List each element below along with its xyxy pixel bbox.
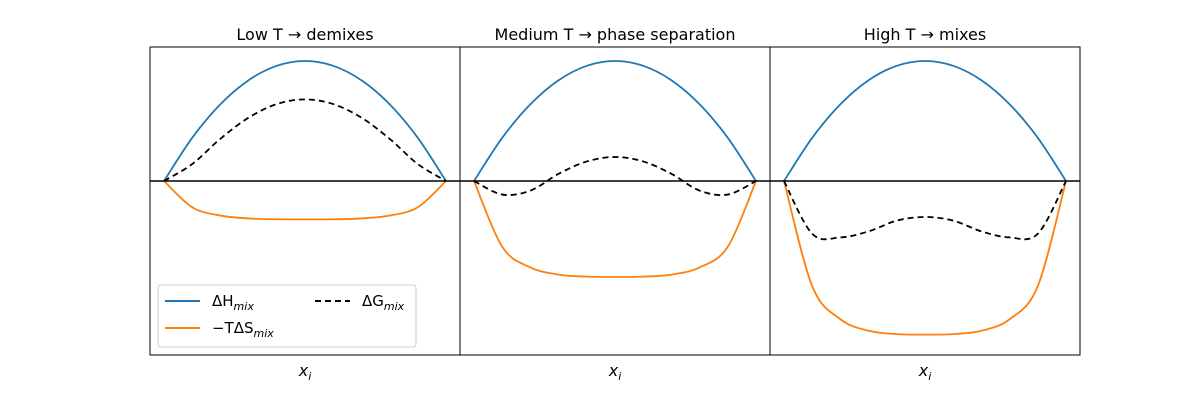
legend: ΔHmix −TΔSmix ΔGmix	[157, 284, 417, 348]
legend-entry-tds: −TΔSmix	[165, 319, 274, 340]
curve-minus-t-delta-s	[783, 180, 1067, 336]
legend-box	[157, 284, 417, 348]
x-axis-label: xi	[918, 361, 932, 383]
legend-entry-dg: ΔGmix	[315, 292, 405, 313]
legend-label-dg: ΔGmix	[362, 292, 405, 313]
x-axis-label: xi	[298, 361, 312, 383]
legend-entry-dh: ΔHmix	[165, 292, 254, 313]
curve-minus-t-delta-s	[163, 180, 447, 221]
legend-label-dh: ΔHmix	[212, 292, 254, 313]
x-axis-label: xi	[608, 361, 622, 383]
panel-title-high-t: High T → mixes	[864, 25, 986, 44]
panel-title-medium-t: Medium T → phase separation	[495, 25, 736, 44]
panel-high-t-curves	[783, 60, 1067, 336]
panel-frame	[769, 46, 1081, 356]
curve-delta-h	[783, 60, 1067, 182]
panel-title-low-t: Low T → demixes	[236, 25, 373, 44]
panel-low-t-curves	[163, 60, 447, 221]
curve-delta-g	[163, 98, 447, 182]
legend-label-tds: −TΔSmix	[212, 319, 274, 340]
curve-delta-g	[783, 180, 1067, 241]
curve-delta-h	[163, 60, 447, 182]
panel-medium-t-curves	[473, 60, 757, 278]
curve-minus-t-delta-s	[473, 180, 757, 278]
panel-medium-t: Medium T → phase separation xi	[459, 25, 771, 383]
panel-frame	[459, 46, 771, 356]
curve-delta-g	[473, 156, 757, 197]
panel-high-t: High T → mixes xi	[769, 25, 1081, 383]
curve-delta-h	[473, 60, 757, 182]
